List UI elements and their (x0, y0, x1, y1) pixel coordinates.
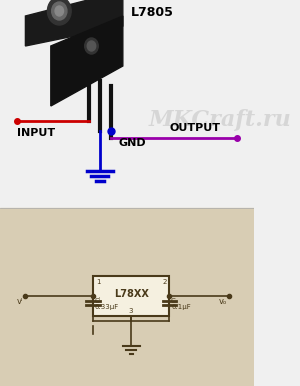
Text: L7805: L7805 (131, 6, 174, 19)
Text: 3: 3 (129, 308, 133, 314)
Text: vₒ: vₒ (218, 297, 227, 306)
Text: Cₒ: Cₒ (171, 298, 179, 304)
Text: GND: GND (118, 138, 146, 148)
Text: 2: 2 (163, 279, 167, 285)
Circle shape (47, 0, 71, 25)
Circle shape (52, 2, 67, 20)
Circle shape (87, 41, 96, 51)
Text: L78XX: L78XX (114, 289, 149, 299)
Circle shape (85, 38, 98, 54)
Text: Cᴵ: Cᴵ (95, 298, 101, 304)
Text: vᴵ: vᴵ (17, 297, 23, 306)
Text: 1: 1 (96, 279, 100, 285)
Text: MKCraft.ru: MKCraft.ru (148, 109, 291, 131)
Text: INPUT: INPUT (17, 128, 55, 138)
Text: OUTPUT: OUTPUT (169, 123, 220, 133)
Bar (0, 208, 254, 386)
Polygon shape (51, 16, 123, 106)
Text: 0.1μF: 0.1μF (171, 304, 191, 310)
Bar (0, 0, 254, 208)
Circle shape (55, 6, 64, 16)
Text: 0.33μF: 0.33μF (95, 304, 119, 310)
Polygon shape (26, 0, 123, 46)
Bar (93, 276, 170, 316)
